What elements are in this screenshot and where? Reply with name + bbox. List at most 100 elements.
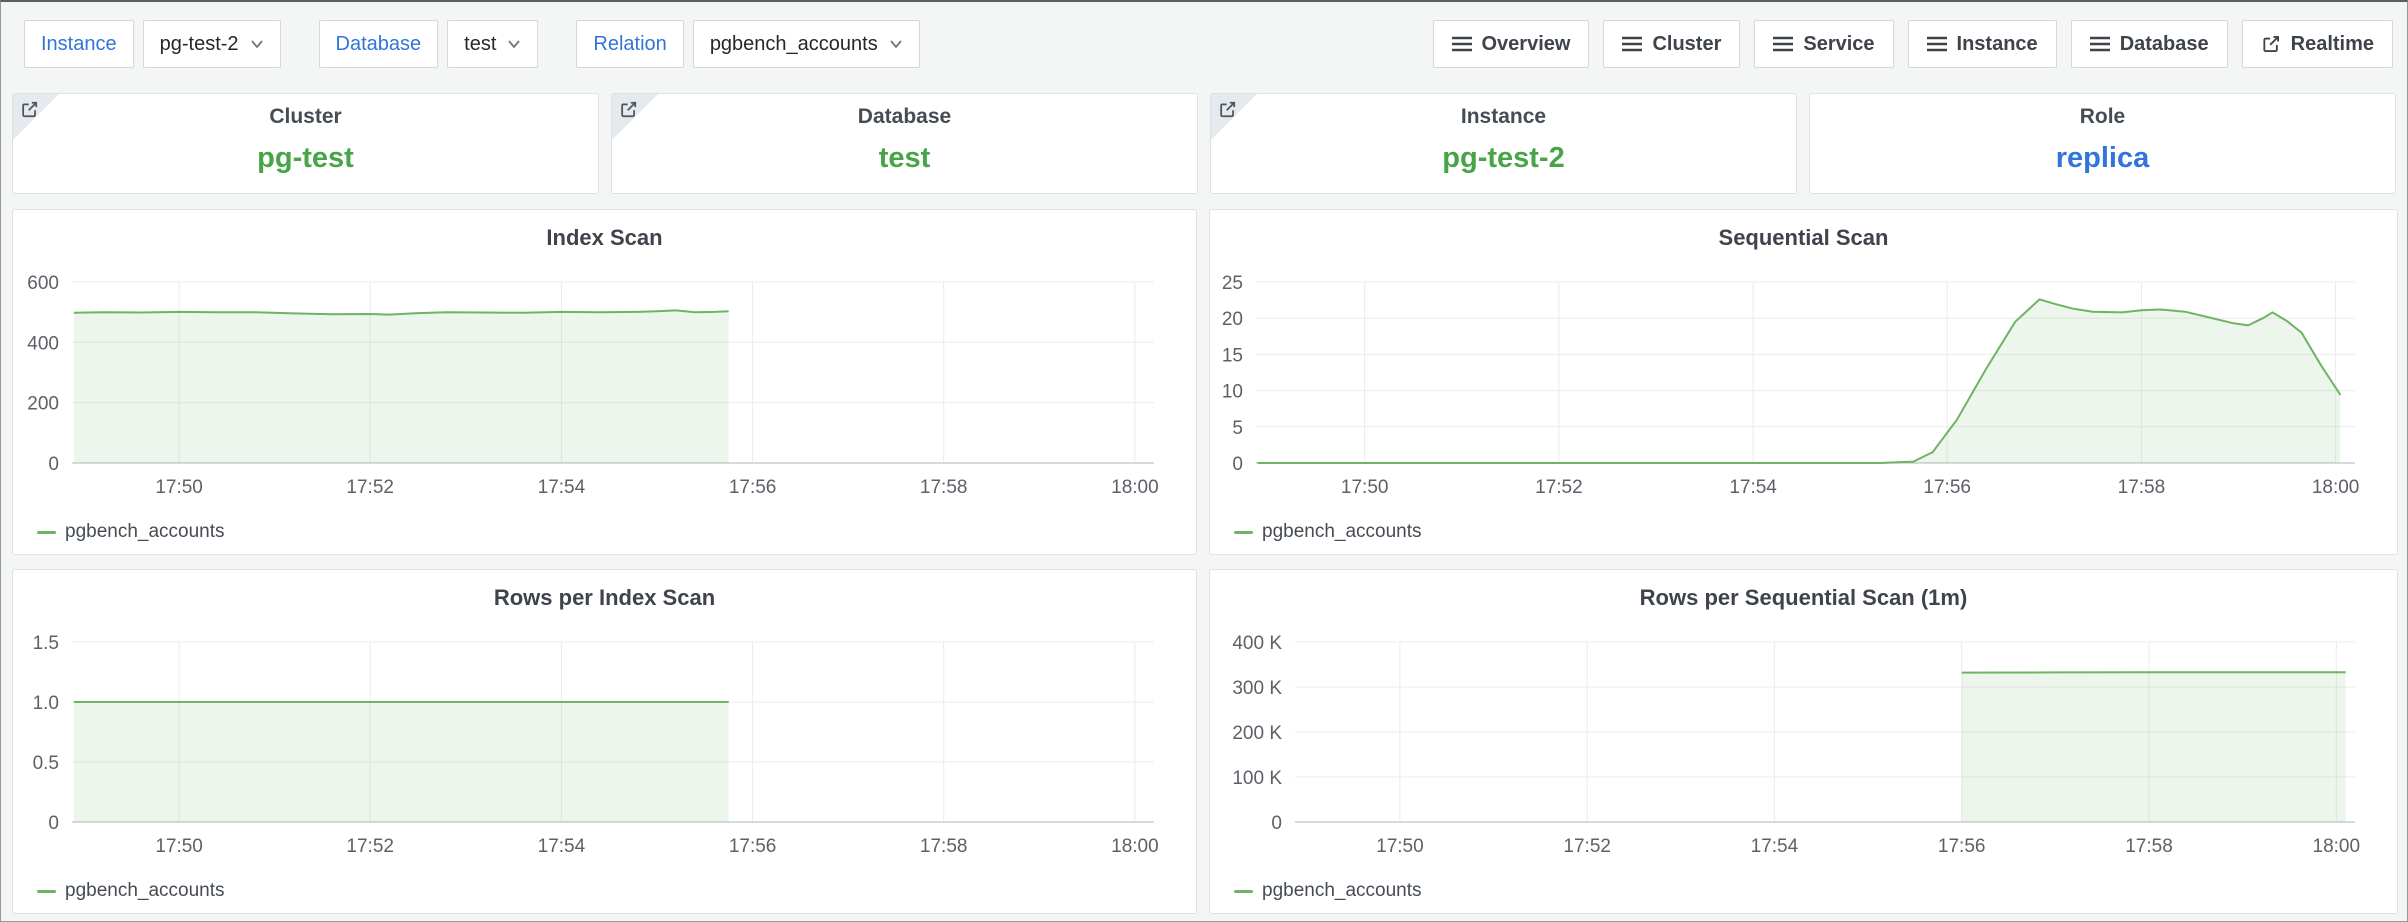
svg-text:17:56: 17:56	[729, 836, 777, 857]
rows-per-sequential-scan-chart: 17:50 17:52 17:54 17:56 17:58 18:00 0 100 K 200 …	[1232, 633, 2361, 857]
menu-icon	[2089, 36, 2110, 52]
svg-text:600: 600	[27, 273, 59, 294]
menu-icon	[1926, 36, 1947, 52]
menu-icon	[1773, 36, 1794, 52]
svg-text:300 K: 300 K	[1232, 678, 1282, 699]
stat-title: Instance	[1460, 105, 1547, 128]
overview-button[interactable]: Overview	[1432, 20, 1590, 68]
legend-series-color-dash	[1234, 530, 1253, 534]
chart-title: Rows per Sequential Scan (1m)	[1639, 585, 1968, 610]
svg-text:17:58: 17:58	[2118, 477, 2166, 498]
rows-per-index-scan-chart-panel: 17:50 17:52 17:54 17:56 17:58 18:00 0 0.5 1.0 1.5…	[12, 569, 1197, 914]
stat-title: Cluster	[269, 105, 342, 128]
svg-text:200 K: 200 K	[1232, 723, 1282, 744]
svg-text:17:50: 17:50	[155, 477, 203, 498]
svg-text:17:52: 17:52	[1563, 836, 1611, 857]
svg-text:17:54: 17:54	[538, 836, 586, 857]
svg-text:0: 0	[1271, 813, 1282, 834]
legend-series-label: pgbench_accounts	[65, 521, 225, 542]
variable-instance: Instance pg-test-2	[24, 20, 281, 68]
cluster-stat-panel: Cluster pg-test	[12, 93, 599, 194]
database-stat-panel: Database test	[611, 93, 1198, 194]
stat-value: pg-test-2	[1442, 142, 1565, 174]
svg-text:17:54: 17:54	[1751, 836, 1799, 857]
svg-text:17:52: 17:52	[346, 836, 394, 857]
svg-text:18:00: 18:00	[1111, 836, 1159, 857]
svg-text:17:54: 17:54	[1729, 477, 1777, 498]
service-button[interactable]: Service	[1754, 20, 1894, 68]
variable-database: Database test	[318, 20, 539, 68]
chart-panels-grid: 17:50 17:52 17:54 17:56 17:58 18:00 0 200 400 600…	[12, 209, 2398, 914]
chart-title: Rows per Index Scan	[493, 585, 716, 610]
svg-text:17:50: 17:50	[1376, 836, 1424, 857]
svg-text:18:00: 18:00	[2312, 477, 2360, 498]
svg-text:5: 5	[1232, 418, 1243, 439]
stat-title: Role	[2079, 105, 2126, 128]
svg-text:100 K: 100 K	[1232, 768, 1282, 789]
legend-series-label: pgbench_accounts	[1262, 880, 1422, 901]
database-variable-value: test	[464, 32, 497, 55]
svg-text:0: 0	[48, 454, 59, 475]
legend-series-label: pgbench_accounts	[65, 880, 225, 901]
stat-value: pg-test	[257, 142, 354, 174]
instance-button-label: Instance	[1956, 32, 2038, 55]
svg-text:18:00: 18:00	[1111, 477, 1159, 498]
instance-variable-label: Instance	[24, 20, 134, 68]
database-variable-label: Database	[318, 20, 439, 68]
instance-variable-dropdown[interactable]: pg-test-2	[142, 20, 281, 68]
database-button[interactable]: Database	[2070, 20, 2228, 68]
legend-item-pgbench-accounts[interactable]: pgbench_accounts	[37, 880, 225, 902]
legend-series-label: pgbench_accounts	[1262, 521, 1422, 542]
stat-value: replica	[2055, 142, 2150, 174]
chart-title: Sequential Scan	[1718, 225, 1889, 250]
svg-text:17:50: 17:50	[155, 836, 203, 857]
template-variables: Instance pg-test-2 Database test Relatio…	[24, 20, 920, 68]
cluster-button[interactable]: Cluster	[1603, 20, 1741, 68]
sequential-scan-chart: 17:50 17:52 17:54 17:56 17:58 18:00 0 5 10 15 20 25	[1222, 273, 2360, 498]
realtime-button[interactable]: Realtime	[2241, 20, 2393, 68]
menu-icon	[1622, 36, 1643, 52]
stat-title: Database	[857, 105, 952, 128]
chevron-down-icon	[250, 40, 263, 49]
relation-variable-dropdown[interactable]: pgbench_accounts	[692, 20, 920, 68]
svg-text:17:52: 17:52	[1535, 477, 1583, 498]
service-button-label: Service	[1803, 32, 1875, 55]
svg-text:17:52: 17:52	[346, 477, 394, 498]
svg-text:17:56: 17:56	[729, 477, 777, 498]
rows-per-sequential-scan-chart-panel: 17:50 17:52 17:54 17:56 17:58 18:00 0 100 K 200 …	[1209, 569, 2398, 914]
svg-text:17:58: 17:58	[920, 836, 968, 857]
instance-button[interactable]: Instance	[1907, 20, 2057, 68]
svg-text:0.5: 0.5	[33, 753, 59, 774]
database-variable-dropdown[interactable]: test	[447, 20, 539, 68]
legend-item-pgbench-accounts[interactable]: pgbench_accounts	[1234, 521, 1422, 543]
relation-variable-label: Relation	[576, 20, 684, 68]
sequential-scan-chart-panel: 17:50 17:52 17:54 17:56 17:58 18:00 0 5 10 15 20 25…	[1209, 209, 2398, 555]
legend-item-pgbench-accounts[interactable]: pgbench_accounts	[1234, 880, 1422, 902]
instance-variable-value: pg-test-2	[159, 32, 239, 55]
legend-series-color-dash	[37, 530, 56, 534]
external-link-icon	[2263, 36, 2279, 52]
dashboard-nav-links: Overview Cluster Service Instance Databa…	[1432, 20, 2393, 68]
index-scan-chart: 17:50 17:52 17:54 17:56 17:58 18:00 0 200 400 600	[27, 273, 1159, 498]
svg-text:18:00: 18:00	[2313, 836, 2361, 857]
legend-item-pgbench-accounts[interactable]: pgbench_accounts	[37, 521, 225, 543]
stat-value: test	[878, 142, 931, 174]
svg-text:200: 200	[27, 394, 59, 415]
svg-text:17:58: 17:58	[920, 477, 968, 498]
svg-text:20: 20	[1222, 309, 1243, 330]
svg-text:400: 400	[27, 333, 59, 354]
svg-text:0: 0	[48, 813, 59, 834]
svg-text:400 K: 400 K	[1232, 633, 1282, 654]
svg-text:25: 25	[1222, 273, 1243, 294]
realtime-button-label: Realtime	[2290, 32, 2374, 55]
svg-text:17:50: 17:50	[1341, 477, 1389, 498]
role-stat-panel: Role replica	[1809, 93, 2396, 194]
index-scan-chart-panel: 17:50 17:52 17:54 17:56 17:58 18:00 0 200 400 600…	[12, 209, 1197, 555]
relation-variable-value: pgbench_accounts	[709, 32, 878, 55]
svg-text:17:56: 17:56	[1923, 477, 1971, 498]
svg-text:17:54: 17:54	[538, 477, 586, 498]
cluster-button-label: Cluster	[1652, 32, 1722, 55]
svg-text:0: 0	[1232, 454, 1243, 475]
external-link-icon	[22, 101, 38, 118]
